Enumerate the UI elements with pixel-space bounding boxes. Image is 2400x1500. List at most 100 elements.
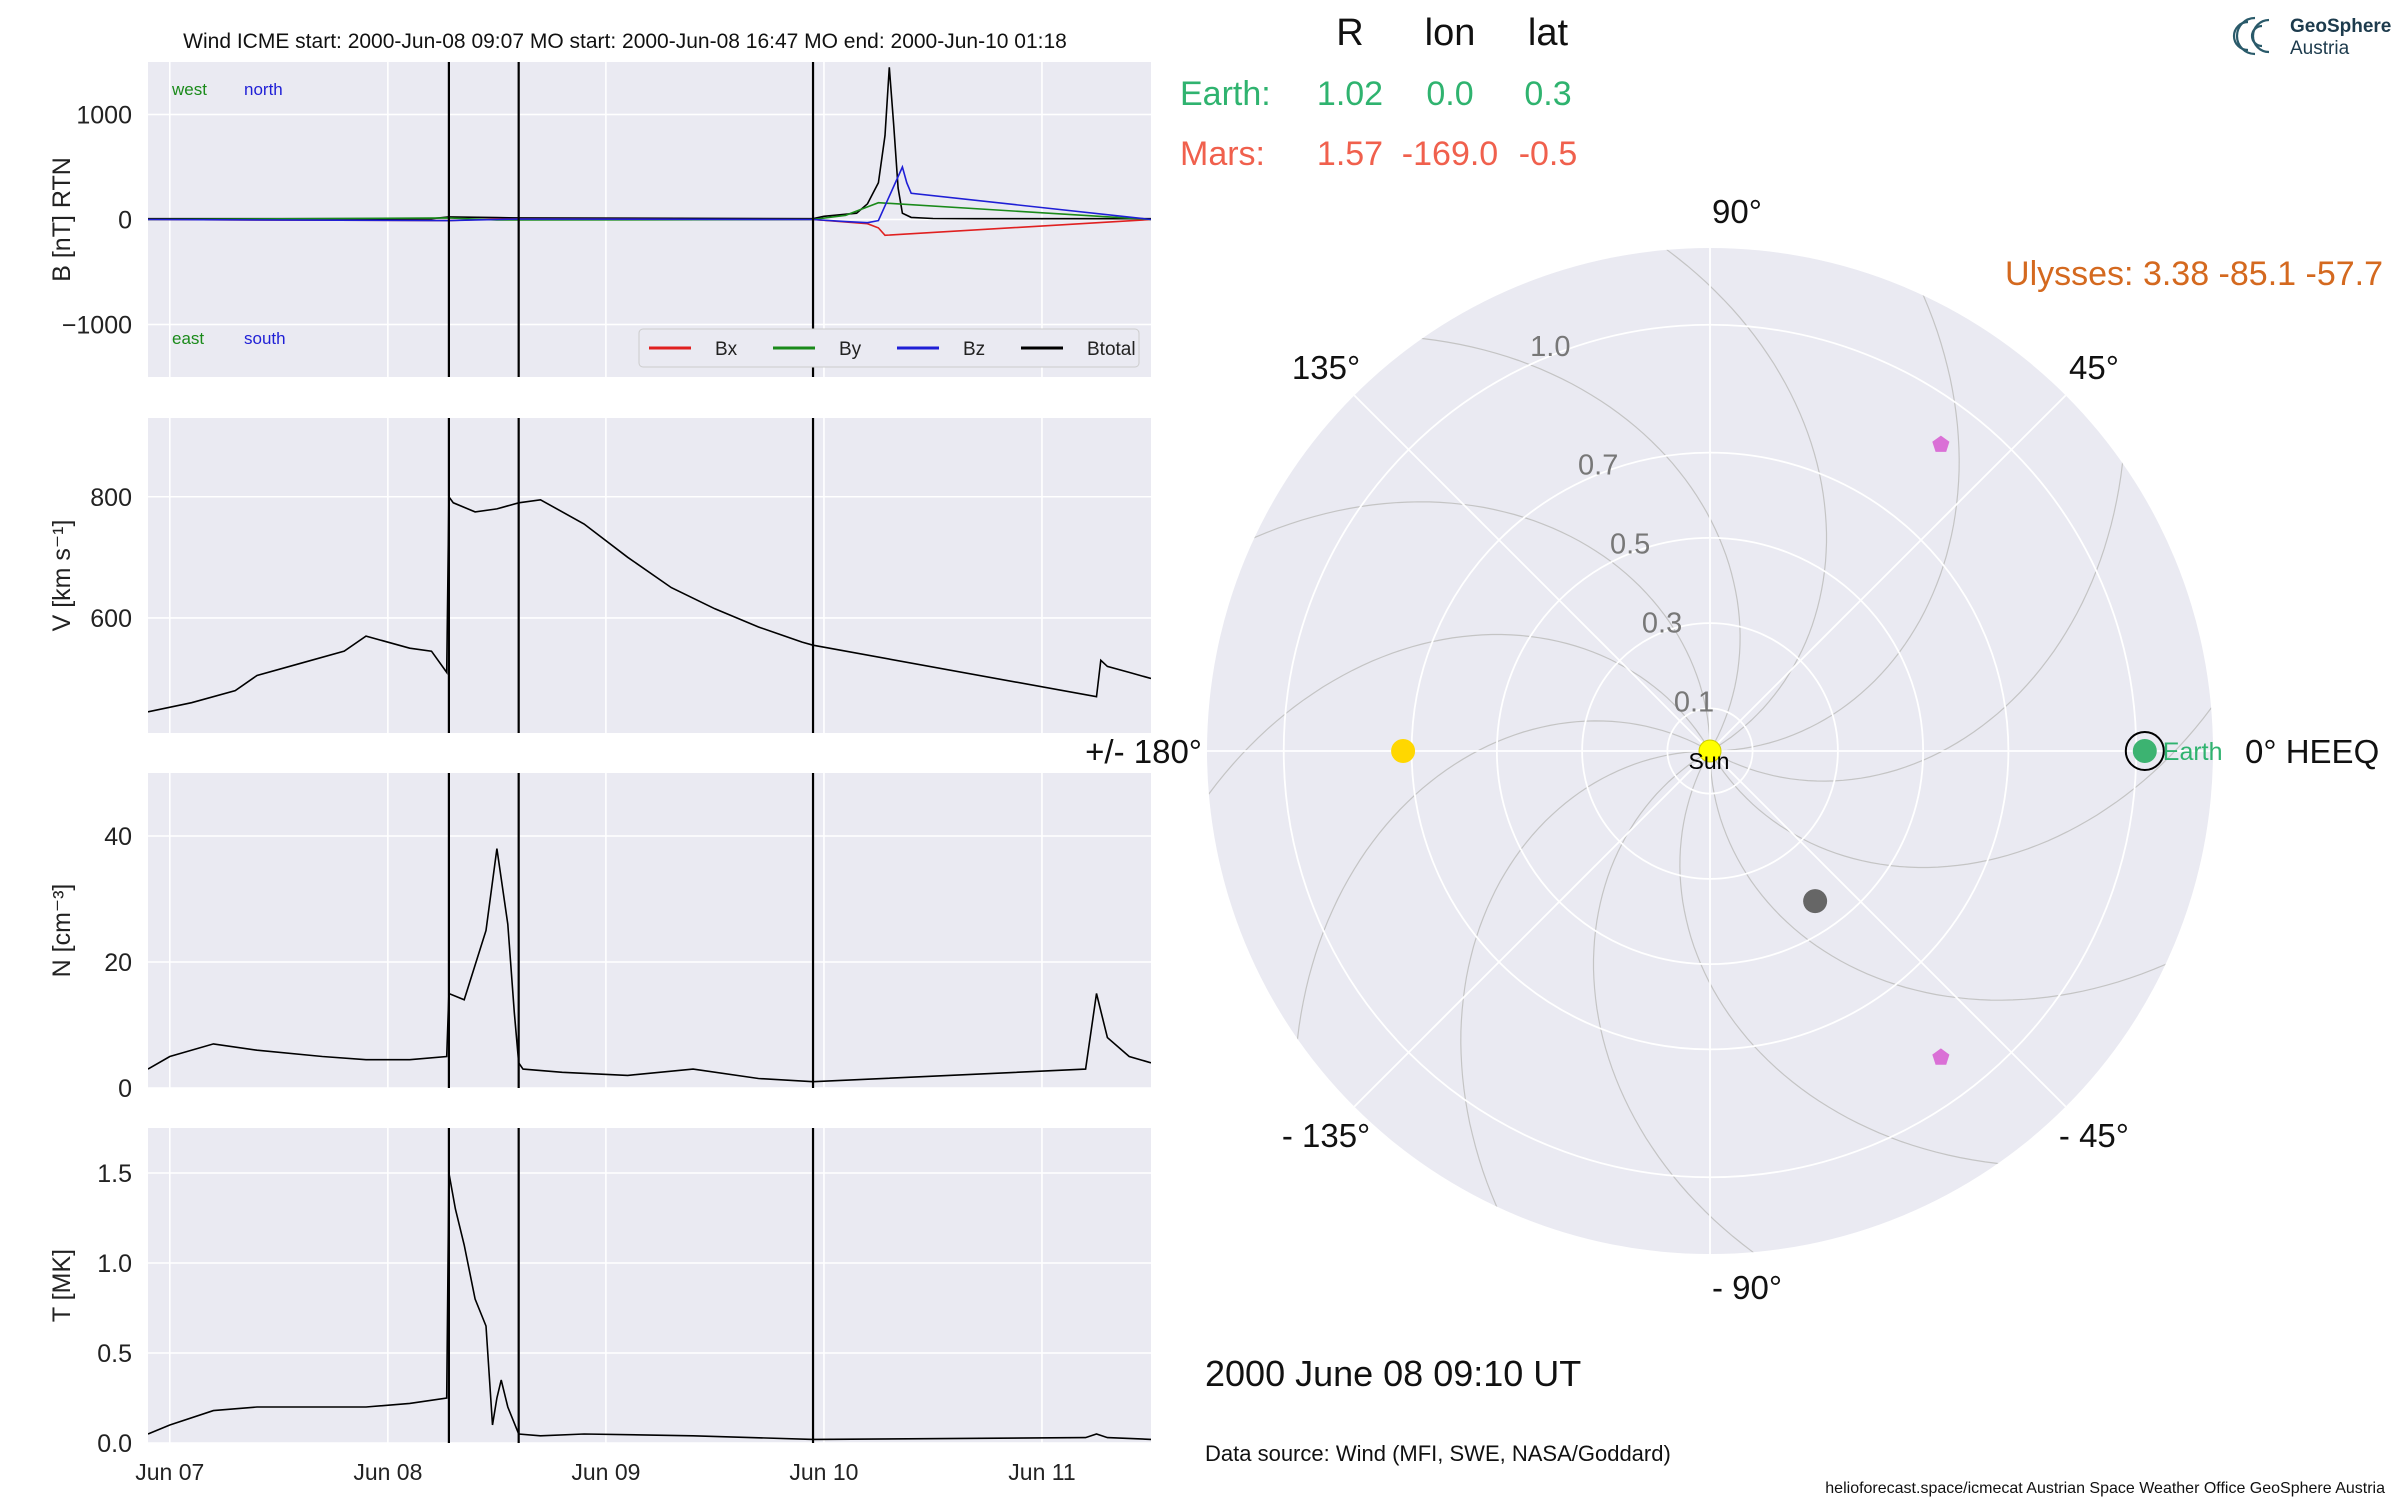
row-value: -169.0 bbox=[1402, 135, 1498, 173]
angle-label: 45° bbox=[2069, 349, 2119, 386]
x-tick-label: Jun 07 bbox=[135, 1459, 204, 1485]
spiral-line bbox=[1356, 334, 1741, 752]
r-tick-label: 0.3 bbox=[1642, 607, 1682, 639]
y-tick-label: 1.0 bbox=[97, 1250, 132, 1278]
angular-gridline bbox=[1709, 394, 2067, 752]
angle-label: +/- 180° bbox=[1085, 733, 1202, 770]
angle-label: 90° bbox=[1712, 193, 1762, 230]
legend-label-by: By bbox=[839, 339, 862, 360]
sun-label: Sun bbox=[1689, 748, 1730, 774]
south-label: south bbox=[244, 329, 286, 348]
table-header-r: R bbox=[1336, 12, 1363, 54]
y-axis-label: T [MK] bbox=[48, 1249, 76, 1322]
y-tick-label: 800 bbox=[90, 484, 132, 512]
y-tick-label: 40 bbox=[104, 823, 132, 851]
spiral-line bbox=[1207, 633, 1711, 850]
table-header-lat: lat bbox=[1528, 12, 1569, 54]
legend-label-bx: Bx bbox=[715, 339, 738, 360]
y-tick-label: 1000 bbox=[76, 102, 132, 130]
legend-label-btotal: Btotal bbox=[1087, 339, 1136, 360]
x-tick-label: Jun 09 bbox=[571, 1459, 640, 1485]
east-label: east bbox=[172, 329, 204, 348]
angle-label: - 45° bbox=[2059, 1117, 2129, 1154]
x-tick-label: Jun 11 bbox=[1008, 1459, 1075, 1485]
angle-label: 135° bbox=[1292, 349, 1360, 386]
row-value: 1.57 bbox=[1317, 135, 1383, 173]
spiral-line bbox=[1709, 652, 2213, 869]
y-tick-label: 0 bbox=[118, 207, 132, 235]
y-tick-label: 20 bbox=[104, 949, 132, 977]
panel-density: 0 20 40 N [cm⁻³] bbox=[48, 773, 1151, 1103]
series-line-t bbox=[148, 1172, 1151, 1441]
west-label: west bbox=[171, 80, 207, 99]
r-tick-label: 0.7 bbox=[1578, 449, 1618, 481]
datetime-label: 2000 June 08 09:10 UT bbox=[1205, 1353, 1581, 1394]
row-value: 1.02 bbox=[1317, 75, 1383, 113]
row-value: 0.0 bbox=[1426, 75, 1473, 113]
angular-gridline bbox=[1353, 394, 1711, 752]
series-line-by bbox=[148, 201, 1151, 221]
earth-ring bbox=[2124, 731, 2165, 771]
table-header-lon: lon bbox=[1425, 12, 1476, 54]
y-axis-label: V [km s⁻¹] bbox=[48, 520, 76, 632]
panel-background bbox=[148, 1128, 1151, 1443]
panel-title: Wind ICME start: 2000-Jun-08 09:07 MO st… bbox=[183, 30, 1067, 53]
panel-background bbox=[148, 418, 1151, 733]
logo-name: GeoSphere bbox=[2290, 16, 2391, 37]
series-line-v bbox=[148, 494, 1151, 713]
r-tick-label: 0.5 bbox=[1610, 528, 1650, 560]
planet-marker bbox=[1803, 889, 1828, 914]
data-source-label: Data source: Wind (MFI, SWE, NASA/Goddar… bbox=[1205, 1441, 1671, 1466]
y-tick-label: 0.5 bbox=[97, 1340, 132, 1368]
parker-spirals bbox=[1207, 248, 2213, 1254]
spiral-line bbox=[1460, 750, 1711, 1254]
x-tick-label: Jun 10 bbox=[789, 1459, 858, 1485]
logo-icon bbox=[2232, 16, 2270, 56]
legend-label-bz: Bz bbox=[963, 339, 985, 360]
y-axis-label: B [nT] RTN bbox=[48, 157, 76, 282]
mars-marker bbox=[1391, 739, 1416, 763]
panel-speed: 600 800 V [km s⁻¹] bbox=[48, 418, 1151, 733]
series-line-bz bbox=[148, 164, 1151, 224]
angle-label: - 135° bbox=[1282, 1117, 1370, 1154]
earth-label: Earth bbox=[2163, 738, 2223, 766]
r-tick-label: 0.1 bbox=[1674, 686, 1714, 718]
spiral-line bbox=[1709, 397, 2127, 782]
y-tick-label: 600 bbox=[90, 605, 132, 633]
series-line-n bbox=[148, 848, 1151, 1083]
y-tick-label: 0 bbox=[118, 1075, 132, 1103]
spiral-line bbox=[1611, 248, 1828, 752]
panel-background bbox=[148, 773, 1151, 1088]
angular-gridline bbox=[1709, 750, 2067, 1108]
spiral-line bbox=[1709, 248, 1960, 752]
panel-temperature: 0.0 0.5 1.0 1.5 T [MK] Jun 07 Jun 08 Jun 09 Jun … bbox=[48, 1128, 1151, 1485]
probe-south-marker bbox=[1932, 1048, 1950, 1065]
y-tick-label: −1000 bbox=[62, 312, 132, 340]
angle-label: - 90° bbox=[1712, 1269, 1782, 1306]
credits-label: helioforecast.space/icmecat Austrian Spa… bbox=[1825, 1480, 2385, 1497]
spiral-line bbox=[1709, 750, 2213, 1001]
legend-frame bbox=[638, 328, 1140, 368]
spiral-line bbox=[1592, 750, 1809, 1254]
series-line-btotal bbox=[148, 67, 1151, 220]
sun-marker bbox=[1698, 739, 1722, 763]
x-tick-label: Jun 08 bbox=[353, 1459, 422, 1485]
r-tick-label: 1.0 bbox=[1530, 331, 1570, 363]
row-label-earth: Earth: bbox=[1180, 75, 1271, 113]
row-value: -0.5 bbox=[1519, 135, 1578, 173]
y-axis-label: N [cm⁻³] bbox=[48, 884, 76, 978]
legend: Bx By Bz Btotal bbox=[638, 328, 1140, 368]
ulysses-row: Ulysses: 3.38 -85.1 -57.7 bbox=[2005, 255, 2383, 293]
angular-gridline bbox=[1353, 750, 1711, 1108]
spiral-line bbox=[1679, 750, 2064, 1168]
spiral-line bbox=[1293, 720, 1711, 1105]
earth-marker bbox=[2132, 739, 2157, 763]
row-label-mars: Mars: bbox=[1180, 135, 1265, 173]
y-tick-label: 1.5 bbox=[97, 1160, 132, 1188]
logo-subname: Austria bbox=[2290, 38, 2350, 59]
row-value: 0.3 bbox=[1524, 75, 1571, 113]
polar-plot: 0.1 0.3 0.5 0.7 1.0 0° HEEQ 45° 90° 135° +/- 180°… bbox=[1085, 193, 2379, 1306]
